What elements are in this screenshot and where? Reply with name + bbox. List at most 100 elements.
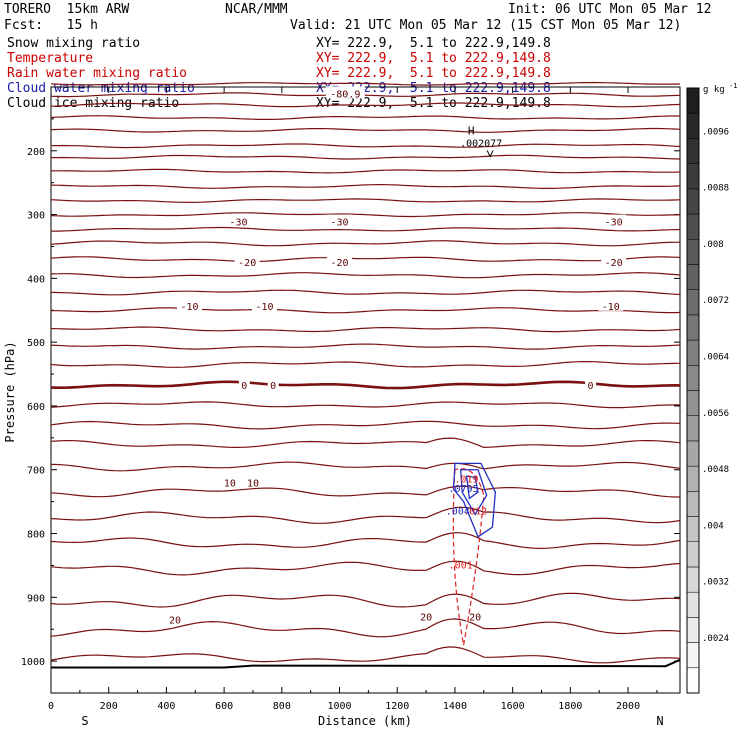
temperature-label: -80.9: [330, 89, 360, 100]
isotherm-line: [50, 183, 681, 189]
y-tick-label: 300: [27, 211, 45, 222]
colorbar-cell: [686, 213, 700, 240]
colorbar-tick-label: .004: [702, 521, 724, 531]
colorbar-tick-label: .0048: [702, 465, 729, 475]
x-tick-label: 200: [100, 701, 118, 712]
temperature-label: 10: [247, 478, 259, 489]
isotherm-line: [50, 256, 681, 263]
colorbar-cell: [686, 239, 700, 265]
temp-label-bg: [176, 298, 202, 311]
colorbar-cell: [686, 465, 700, 492]
isotherm-line: [50, 646, 681, 664]
isotherm-line: [50, 81, 681, 86]
isotherm-line: [51, 168, 681, 174]
init-time: Init: 06 UTC Mon 05 Mar 12: [508, 2, 712, 17]
temperature-label: -20: [238, 258, 256, 269]
colorbar-cell: [686, 264, 700, 290]
legend-name-0: Snow mixing ratio: [7, 36, 141, 51]
isotherm-line: [50, 289, 681, 296]
x-tick-label: 1000: [327, 701, 351, 712]
cloud-water-label: .004: [446, 506, 470, 517]
colorbar-unit-exponent: -1: [729, 82, 737, 90]
y-tick-label: 800: [27, 530, 45, 541]
rain-water-label: .012: [463, 506, 487, 517]
isotherm-line: [50, 592, 681, 608]
y-tick-label: 900: [27, 593, 45, 604]
colorbar-frame: [686, 87, 700, 694]
temp-label-bg: [585, 377, 597, 390]
temp-label-bg: [238, 377, 250, 390]
temp-label-bg: [166, 612, 185, 625]
colorbar-cell: [686, 491, 700, 517]
colorbar-cell: [686, 87, 700, 114]
surface-line: [51, 658, 681, 669]
cloud-water-label: .0795: [449, 484, 479, 495]
colorbar-cell: [686, 566, 700, 593]
isotherm-line: [51, 226, 681, 232]
y-tick-label: 400: [27, 274, 45, 285]
colorbar-cell: [686, 440, 700, 467]
x-axis-title: Distance (km): [318, 714, 412, 728]
temp-label-bg: [220, 475, 239, 488]
temperature-label: 0: [270, 381, 276, 392]
colorbar-unit: g kg: [703, 85, 725, 95]
x-tick-label: 600: [215, 701, 233, 712]
temperature-label: 0: [588, 381, 594, 392]
x-tick-label: 1400: [443, 701, 467, 712]
isotherm-line: [50, 212, 681, 218]
temperature-label: -20: [605, 258, 623, 269]
isotherm-line: [50, 380, 681, 390]
y-tick-label: 200: [27, 147, 45, 158]
colorbar-cell: [686, 289, 700, 316]
colorbar-cell: [686, 138, 700, 164]
temp-label-bg: [252, 298, 278, 311]
temp-label-bg: [234, 254, 260, 267]
temp-label-bg: [601, 254, 627, 267]
isotherm-line: [50, 401, 680, 409]
maximum-marker: H: [468, 124, 475, 137]
legend-range-2: XY= 222.9, 5.1 to 222.9,149.8: [316, 66, 551, 81]
temperature-label: -30: [331, 218, 349, 229]
isotherm-line: [50, 343, 681, 350]
colorbar-tick-label: .0072: [702, 296, 729, 306]
colorbar-cell: [686, 541, 700, 568]
isotherm-line: [50, 92, 681, 98]
colorbar-cell: [686, 112, 700, 139]
colorbar-tick-label: .008: [702, 240, 724, 250]
cloud-water-contour: [465, 475, 479, 500]
center-name: NCAR/MMM: [225, 2, 288, 17]
temp-label-bg: [598, 298, 624, 311]
maximum-pointer: [486, 150, 494, 158]
temp-label-bg: [226, 214, 252, 227]
rain-water-contour: [452, 468, 485, 646]
isotherm-line: [50, 618, 681, 638]
legend-range-1: XY= 222.9, 5.1 to 222.9,149.8: [316, 51, 551, 66]
isotherm-line: [51, 154, 681, 160]
maximum-value: .002077: [460, 138, 502, 149]
colorbar-tick-label: .0096: [702, 127, 729, 137]
model-title: TORERO 15km ARW: [4, 2, 130, 17]
temp-label-bg: [417, 609, 436, 622]
colorbar-cell: [686, 516, 700, 543]
colorbar-cell: [686, 339, 700, 366]
temperature-label: -10: [602, 302, 620, 313]
x-tick-label: 800: [273, 701, 291, 712]
isotherm-line: [50, 272, 681, 279]
temp-label-bg: [327, 254, 353, 267]
temp-label-bg: [325, 86, 365, 99]
south-label: S: [81, 714, 88, 728]
colorbar-cell: [686, 591, 700, 618]
x-tick-label: 1800: [558, 701, 582, 712]
isotherm-line: [50, 127, 681, 133]
cloud-water-contour: [460, 469, 488, 516]
y-tick-label: 600: [27, 402, 45, 413]
isotherm-line: [51, 307, 681, 314]
colorbar-cell: [686, 642, 700, 669]
temperature-label: 10: [224, 478, 236, 489]
isotherm-line: [50, 485, 680, 498]
y-tick-label: 1000: [21, 657, 45, 668]
temperature-label: -30: [605, 218, 623, 229]
x-tick-label: 400: [157, 701, 175, 712]
y-tick-label: 700: [27, 466, 45, 477]
